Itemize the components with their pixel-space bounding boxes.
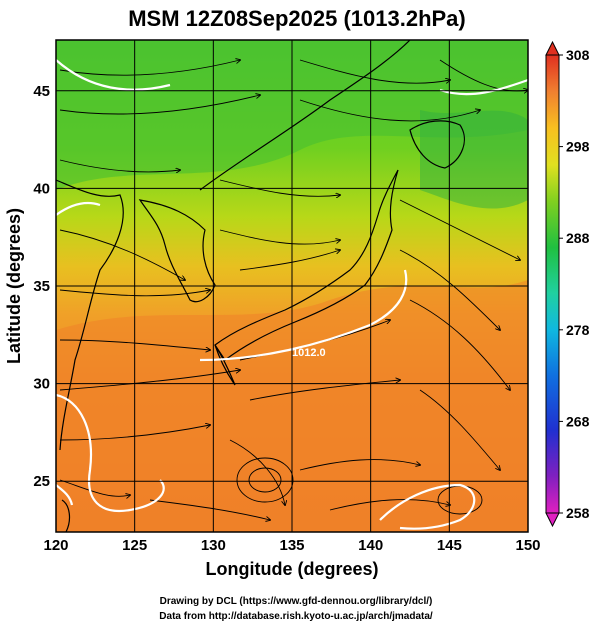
colorbar-tick-label: 288 <box>566 230 590 246</box>
colorbar-ticks: 258 268 278 288 298 308 <box>559 47 590 521</box>
y-tick-label: 25 <box>33 473 50 490</box>
coastlines <box>56 40 465 532</box>
chart-title: MSM 12Z08Sep2025 (1013.2hPa) <box>128 6 466 31</box>
credit-drawing: Drawing by DCL (https://www.gfd-dennou.o… <box>160 596 433 607</box>
colorbar-gradient <box>545 54 560 514</box>
korea-coast <box>138 199 216 303</box>
hokkaido-coast <box>409 120 465 169</box>
contour-label: 1012.0 <box>292 347 326 359</box>
y-tick-label: 35 <box>33 278 50 295</box>
pressure-contours <box>56 59 528 530</box>
cool-hokkaido-region <box>420 110 528 209</box>
y-axis-label: Latitude (degrees) <box>4 208 24 364</box>
kyushu-coast <box>214 344 236 386</box>
colorbar-tick-label: 268 <box>566 413 590 429</box>
map-plot-area: 1012.0 <box>56 40 528 532</box>
russia-coast <box>199 40 411 191</box>
colorbar-max-triangle <box>545 40 560 56</box>
x-axis-label: Longitude (degrees) <box>205 559 378 579</box>
x-tick-label: 125 <box>122 537 147 554</box>
y-axis-ticks: 25 30 35 40 45 <box>33 83 50 490</box>
y-tick-label: 40 <box>33 180 50 197</box>
plot-frame <box>55 39 529 533</box>
x-tick-label: 120 <box>43 537 68 554</box>
colorbar: 258 268 278 288 298 308 <box>545 40 590 528</box>
taiwan-coast <box>61 499 71 532</box>
graticule <box>56 40 528 532</box>
colorbar-min-triangle <box>545 512 560 528</box>
x-tick-label: 130 <box>201 537 226 554</box>
x-tick-label: 135 <box>279 537 304 554</box>
china-coast <box>56 179 124 451</box>
y-tick-label: 30 <box>33 376 50 393</box>
x-tick-label: 150 <box>515 537 540 554</box>
colorbar-tick-label: 278 <box>566 322 590 338</box>
x-axis-ticks: 120 125 130 135 140 145 150 <box>43 537 540 554</box>
y-tick-label: 45 <box>33 83 50 100</box>
credit-data: Data from http://database.rish.kyoto-u.a… <box>159 611 433 622</box>
x-tick-label: 140 <box>358 537 383 554</box>
x-tick-label: 145 <box>437 537 462 554</box>
honshu-coast <box>214 169 399 361</box>
colorbar-tick-label: 308 <box>566 47 590 63</box>
colorbar-tick-label: 258 <box>566 505 590 521</box>
colorbar-tick-label: 298 <box>566 139 590 155</box>
